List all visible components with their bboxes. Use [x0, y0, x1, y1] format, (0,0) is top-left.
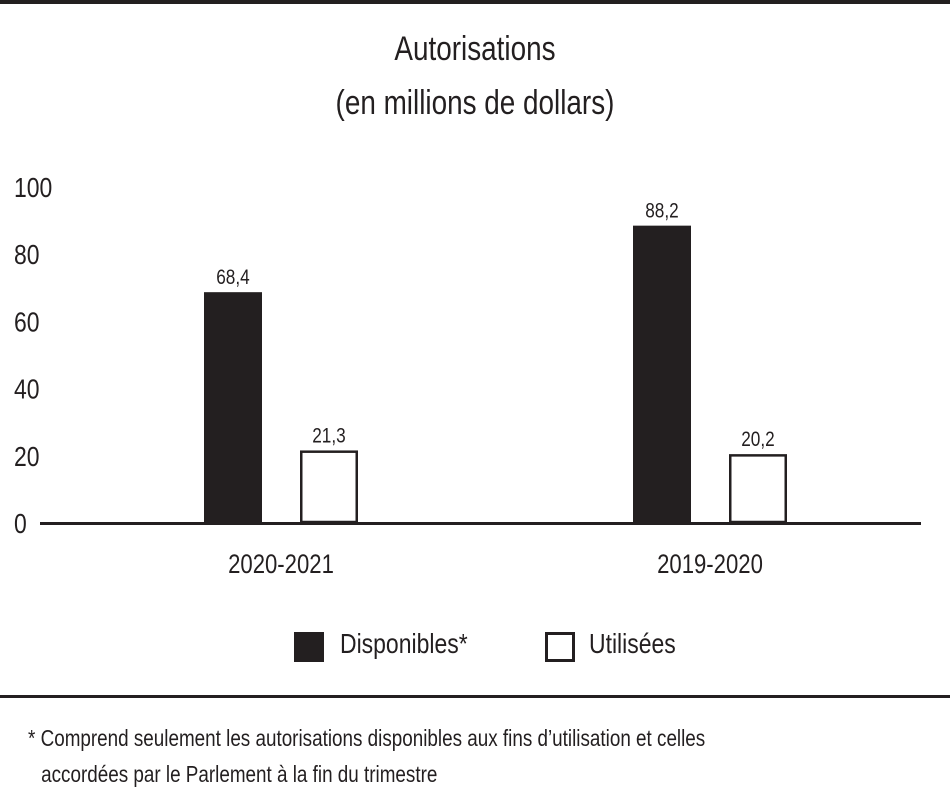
bar-utilisees-2019-2020: [729, 454, 787, 524]
legend-label-utilisees: Utilisées: [589, 628, 676, 659]
data-label-utilisees-2019-2020: 20,2: [741, 429, 775, 452]
y-tick-label-60: 60: [14, 307, 40, 338]
footnote-line-2: accordées par le Parlement à la fin du t…: [41, 761, 438, 787]
legend-label-disponibles: Disponibles*: [340, 628, 468, 659]
footnote: * Comprend seulement les autorisations d…: [28, 720, 928, 792]
bar-disponibles-2020-2021: [204, 292, 262, 522]
y-tick-label-40: 40: [14, 375, 40, 406]
chart-title: Autorisations: [394, 30, 556, 68]
bar-disponibles-2019-2020: [633, 225, 691, 522]
y-tick-label-0: 0: [14, 509, 27, 540]
top-rule: [0, 0, 950, 4]
footnote-line-1: * Comprend seulement les autorisations d…: [28, 725, 706, 751]
y-tick-label-80: 80: [14, 240, 40, 271]
x-tick-label-2019-2020: 2019-2020: [657, 550, 763, 580]
data-label-utilisees-2020-2021: 21,3: [312, 425, 346, 448]
data-label-disponibles-2019-2020: 88,2: [645, 200, 679, 223]
y-tick-label-100: 100: [14, 173, 52, 204]
chart-subtitle: (en millions de dollars): [335, 84, 615, 122]
bar-utilisees-2020-2021: [300, 450, 358, 524]
y-tick-label-20: 20: [14, 442, 40, 473]
legend-swatch-utilisees: [545, 632, 575, 662]
x-tick-label-2020-2021: 2020-2021: [228, 550, 334, 580]
bar-chart: 0 20 40 60 80 100 68,4 88,2 21,3 20,2 2020-2021 201…: [14, 173, 921, 580]
legend-swatch-disponibles: [294, 632, 324, 662]
x-axis-line: [40, 522, 921, 525]
data-label-disponibles-2020-2021: 68,4: [216, 267, 250, 290]
footnote-divider: [0, 695, 950, 698]
